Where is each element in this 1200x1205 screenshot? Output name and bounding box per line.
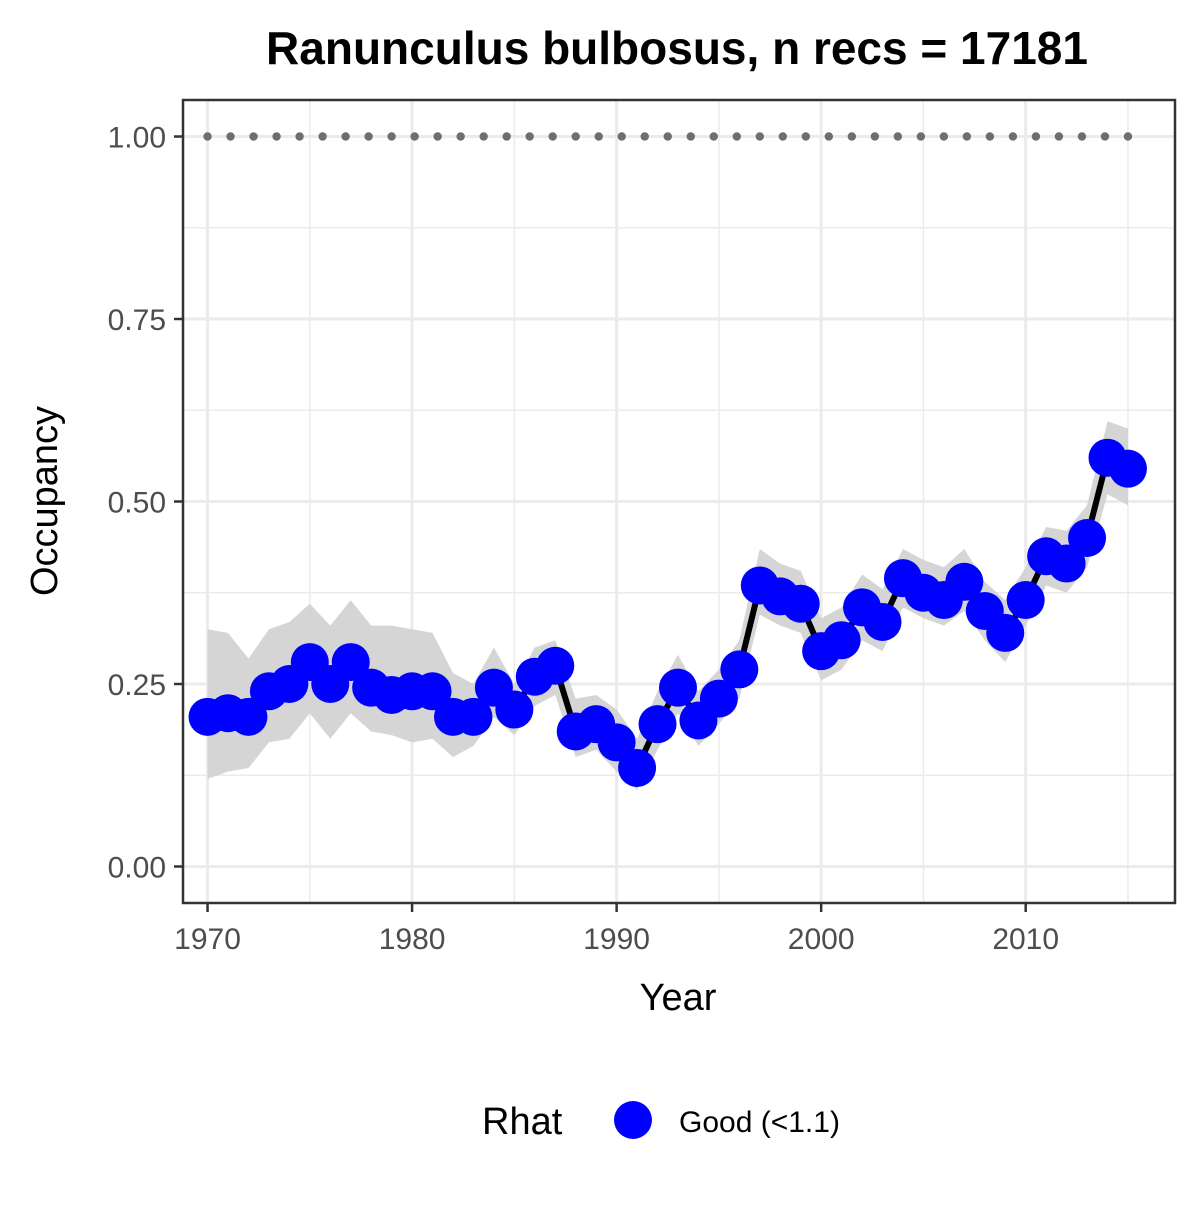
reference-dot bbox=[778, 132, 788, 141]
data-point bbox=[658, 668, 697, 707]
legend-title: Rhat bbox=[482, 1101, 563, 1143]
data-point bbox=[413, 672, 452, 711]
data-point bbox=[720, 650, 759, 689]
reference-dot bbox=[962, 132, 972, 141]
reference-dot bbox=[1077, 132, 1087, 141]
data-point bbox=[597, 723, 636, 762]
data-point bbox=[1047, 544, 1086, 583]
reference-dot bbox=[525, 132, 534, 141]
reference-dot bbox=[502, 132, 511, 141]
data-point bbox=[454, 697, 493, 736]
reference-dot bbox=[663, 132, 672, 141]
x-tick-label: 2000 bbox=[788, 923, 855, 956]
reference-dot bbox=[479, 132, 488, 141]
reference-dot bbox=[548, 132, 557, 141]
reference-dot bbox=[249, 132, 258, 141]
reference-dot bbox=[341, 132, 350, 141]
data-points bbox=[188, 438, 1147, 787]
reference-dot bbox=[433, 132, 442, 141]
reference-dot bbox=[640, 132, 649, 141]
reference-dot bbox=[410, 132, 419, 141]
data-point bbox=[822, 621, 861, 660]
reference-dot bbox=[985, 132, 995, 141]
reference-dot bbox=[1054, 132, 1064, 141]
data-point bbox=[1108, 449, 1147, 488]
data-point bbox=[699, 679, 738, 718]
reference-dot bbox=[1008, 132, 1018, 141]
reference-dot bbox=[226, 132, 235, 141]
reference-dot bbox=[203, 132, 212, 141]
reference-dot bbox=[318, 132, 327, 141]
x-tick-label: 2010 bbox=[992, 923, 1059, 956]
x-tick-label: 1970 bbox=[174, 923, 241, 956]
y-tick-label: 0.50 bbox=[108, 487, 166, 520]
reference-dot bbox=[295, 132, 304, 141]
reference-dot bbox=[571, 132, 580, 141]
reference-dot bbox=[456, 132, 465, 141]
reference-dot bbox=[939, 132, 949, 141]
data-point bbox=[945, 562, 984, 601]
reference-dot bbox=[364, 132, 373, 141]
x-tick-label: 1980 bbox=[379, 923, 446, 956]
data-point bbox=[229, 697, 268, 736]
reference-dot bbox=[594, 132, 603, 141]
reference-dot bbox=[893, 132, 903, 141]
data-point bbox=[986, 613, 1025, 652]
data-point bbox=[863, 602, 902, 641]
reference-dot bbox=[916, 132, 926, 141]
reference-dot bbox=[824, 132, 834, 141]
reference-dot bbox=[709, 132, 718, 141]
reference-dot bbox=[686, 132, 695, 141]
reference-dot bbox=[387, 132, 396, 141]
data-point bbox=[638, 705, 677, 744]
chart-title: Ranunculus bulbosus, n recs = 17181 bbox=[266, 22, 1088, 74]
x-axis-title: Year bbox=[640, 977, 717, 1019]
reference-dot bbox=[1100, 132, 1110, 141]
reference-dot bbox=[847, 132, 857, 141]
legend-key-good bbox=[614, 1101, 652, 1139]
legend-label-good: Good (<1.1) bbox=[679, 1106, 840, 1139]
data-point bbox=[1068, 519, 1107, 557]
data-point bbox=[618, 748, 657, 787]
reference-dot bbox=[1123, 132, 1133, 141]
data-point bbox=[1006, 581, 1045, 620]
reference-dot bbox=[801, 132, 811, 141]
legend: Rhat Good (<1.1) bbox=[482, 1101, 840, 1143]
data-point bbox=[495, 690, 534, 729]
reference-dot bbox=[755, 132, 764, 141]
y-tick-label: 0.25 bbox=[108, 669, 166, 702]
reference-dot bbox=[870, 132, 880, 141]
y-tick-label: 0.00 bbox=[108, 852, 166, 885]
y-axis-title: Occupancy bbox=[24, 406, 66, 596]
reference-dot bbox=[617, 132, 626, 141]
reference-line-1 bbox=[203, 132, 1133, 141]
y-tick-label: 0.75 bbox=[108, 304, 166, 337]
axes: 0.00 0.25 0.50 0.75 1.00 1970 1980 1990 2000 2010 bbox=[108, 98, 1177, 956]
y-tick-label: 1.00 bbox=[108, 122, 166, 155]
reference-dot bbox=[1031, 132, 1041, 141]
reference-dot bbox=[272, 132, 281, 141]
data-point bbox=[331, 643, 370, 682]
reference-dot bbox=[732, 132, 741, 141]
data-point bbox=[536, 646, 575, 685]
data-point bbox=[781, 584, 820, 623]
x-tick-label: 1990 bbox=[583, 923, 650, 956]
